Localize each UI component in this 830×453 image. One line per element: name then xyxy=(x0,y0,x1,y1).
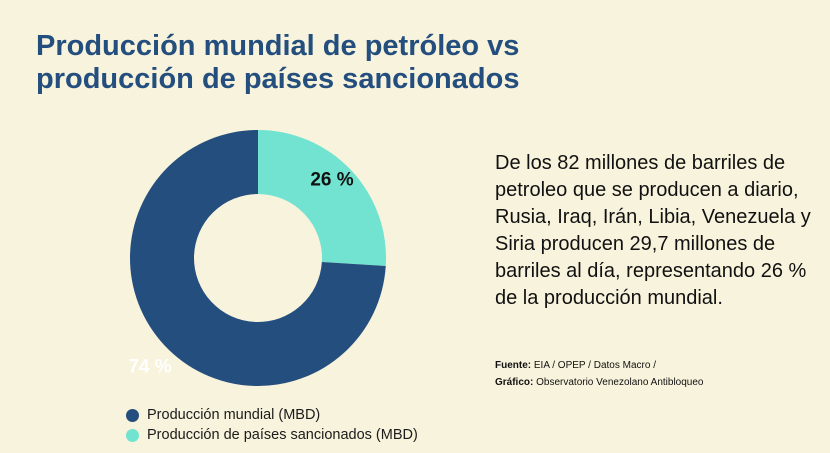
slice-label-world: 74 % xyxy=(128,357,171,378)
slice-world-production xyxy=(130,130,386,386)
donut-chart-svg: 26 % 74 % xyxy=(128,130,386,386)
source-value: EIA / OPEP / Datos Macro / xyxy=(533,360,656,371)
source-credits: Fuente: EIA / OPEP / Datos Macro / Gráfi… xyxy=(495,357,703,391)
legend-item-world: Producción mundial (MBD) xyxy=(126,405,418,425)
legend-label-world: Producción mundial (MBD) xyxy=(147,407,321,423)
slice-sanctioned-production xyxy=(258,130,386,267)
legend-item-sanctioned: Producción de países sancionados (MBD) xyxy=(126,425,418,445)
credit-line: Gráfico: Observatorio Venezolano Antiblo… xyxy=(495,374,703,391)
donut-chart: 26 % 74 % xyxy=(118,118,398,398)
chart-legend: Producción mundial (MBD) Producción de p… xyxy=(126,405,418,445)
slice-label-sanctioned: 26 % xyxy=(310,169,353,190)
source-label: Fuente: xyxy=(495,360,532,371)
chart-title: Producción mundial de petróleo vs produc… xyxy=(36,30,520,95)
credit-label: Gráfico: xyxy=(495,377,534,388)
legend-swatch-world xyxy=(126,408,139,422)
description-text: De los 82 millones de barriles de petrol… xyxy=(495,152,811,309)
source-line: Fuente: EIA / OPEP / Datos Macro / xyxy=(495,357,703,374)
legend-label-sanctioned: Producción de países sancionados (MBD) xyxy=(147,427,418,443)
legend-swatch-sanctioned xyxy=(126,428,139,442)
credit-value: Observatorio Venezolano Antibloqueo xyxy=(536,377,704,388)
